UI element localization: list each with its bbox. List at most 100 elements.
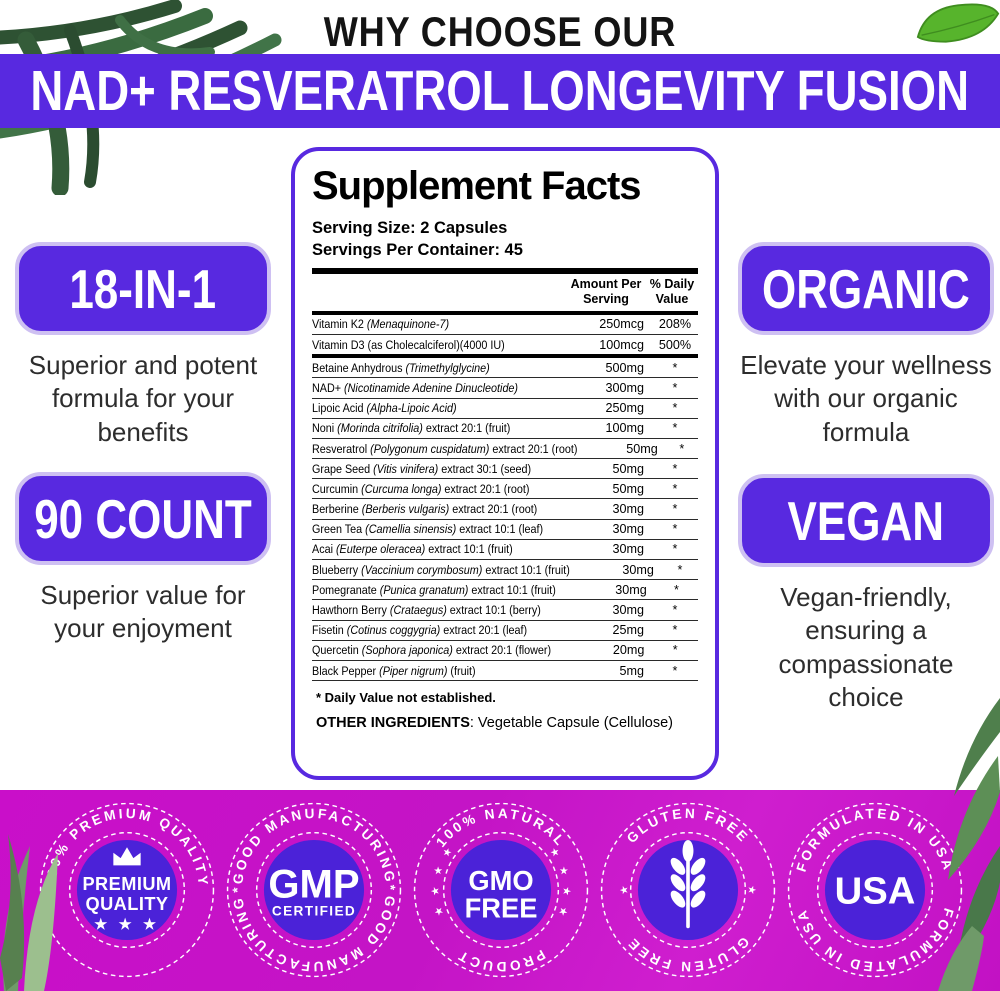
feature-18-in-1: 18-IN-1 Superior and potent formula for … (15, 242, 271, 449)
ingredient-daily-value: * (672, 461, 678, 476)
feature-vegan-description: Vegan-friendly, ensuring a compassionate… (778, 582, 954, 712)
certification-band: 100% PREMIUM QUALITY PREMIUM QUALITY ★ ★… (0, 790, 1000, 991)
svg-text:★: ★ (747, 885, 757, 895)
badge-organic-label: ORGANIC (762, 257, 970, 320)
ingredient-amount: 100mcg (599, 337, 644, 352)
badge-90-count: 90 COUNT (15, 472, 271, 565)
ingredient-name: Vitamin K2 (Menaquinone-7) (312, 317, 450, 332)
gluten-free-seal: GLUTEN FREE GLUTEN FREE ★ ★ (600, 802, 776, 978)
ingredient-daily-value: * (673, 582, 679, 597)
gmo-free-seal: 100% NATURAL PRODUCT ★ ★ ★ ★ ★ ★ ★ ★ GMO… (413, 802, 589, 978)
feature-vegan: VEGAN Vegan-friendly, ensuring a compass… (738, 474, 994, 714)
premium-quality-seal: 100% PREMIUM QUALITY PREMIUM QUALITY ★ ★… (39, 802, 215, 978)
ingredient-name: Curcumin (Curcuma longa) extract 20:1 (r… (312, 481, 530, 496)
stars-icon: ★ ★ ★ (94, 917, 159, 933)
table-row: Vitamin D3 (as Cholecalciferol)(4000 IU)… (312, 335, 698, 359)
ingredient-name: Quercetin (Sophora japonica) extract 20:… (312, 643, 552, 658)
svg-text:★: ★ (432, 905, 445, 918)
svg-text:★: ★ (432, 865, 444, 877)
formulated-usa-seal: FORMULATED IN USA FORMULATED IN USA USA (787, 802, 963, 978)
table-row: Resveratrol (Polygonum cuspidatum) extra… (312, 439, 698, 460)
feature-90-count-description: Superior value for your enjoyment (40, 580, 246, 644)
facts-table-header: Amount Per Serving % Daily Value (312, 267, 698, 315)
daily-value-footnote: * Daily Value not established. (316, 690, 496, 706)
table-row: NAD+ (Nicotinamide Adenine Dinucleotide)… (312, 378, 698, 399)
ingredient-daily-value: * (672, 623, 678, 638)
servings-per-container: Servings Per Container: 45 (312, 241, 523, 260)
other-ingredients: OTHER INGREDIENTS: Vegetable Capsule (Ce… (312, 715, 698, 731)
seal-sub-text: CERTIFIED (272, 903, 356, 918)
side-stars-icon: ★ ★ (619, 885, 757, 895)
table-row: Curcumin (Curcuma longa) extract 20:1 (r… (312, 479, 698, 500)
ingredient-amount: 30mg (622, 562, 654, 577)
svg-text:★: ★ (619, 885, 629, 895)
table-row: Betaine Anhydrous (Trimethylglycine) 500… (312, 358, 698, 379)
table-row: Fisetin (Cotinus coggygria) extract 20:1… (312, 621, 698, 641)
ingredient-name: Hawthorn Berry (Crataegus) extract 10:1 … (312, 603, 541, 617)
product-banner: NAD+ RESVERATROL LONGEVITY FUSION (0, 54, 1000, 128)
ingredient-name: Acai (Euterpe oleracea) extract 10:1 (fr… (312, 542, 513, 557)
table-row: Quercetin (Sophora japonica) extract 20:… (312, 641, 698, 661)
gmp-certified-seal: *GOOD MANUFACTURING* GOOD MANUFACTURING … (226, 802, 402, 978)
table-row: Green Tea (Camellia sinensis) extract 10… (312, 520, 698, 540)
ingredient-name: Vitamin D3 (as Cholecalciferol)(4000 IU) (312, 337, 505, 352)
table-row: Vitamin K2 (Menaquinone-7) 250mcg 208% (312, 315, 698, 335)
ingredient-daily-value: * (672, 643, 678, 658)
ingredient-name: Grape Seed (Vitis vinifera) extract 30:1… (312, 461, 532, 476)
eyebrow-text: WHY CHOOSE OUR (323, 8, 677, 55)
feature-organic: ORGANIC Elevate your wellness with our o… (738, 242, 994, 449)
ingredient-daily-value: * (672, 663, 678, 678)
svg-text:★: ★ (558, 864, 570, 876)
seal-line2: FREE (465, 892, 538, 923)
seal-line1: GMO (468, 865, 533, 896)
table-row: Acai (Euterpe oleracea) extract 10:1 (fr… (312, 540, 698, 561)
supplement-facts-panel: Supplement Facts Serving Size: 2 Capsule… (291, 147, 719, 780)
other-ingredients-label: OTHER INGREDIENTS (316, 715, 470, 732)
table-row: Blueberry (Vaccinium corymbosum) extract… (312, 560, 698, 581)
ingredient-name: Lipoic Acid (Alpha-Lipoic Acid) (312, 401, 457, 416)
feature-18-in-1-description: Superior and potent formula for your ben… (28, 350, 258, 447)
ingredient-amount: 30mg (612, 522, 644, 537)
other-ingredients-value: : Vegetable Capsule (Cellulose) (469, 715, 673, 732)
ingredient-amount: 500mg (605, 360, 644, 375)
badge-vegan-label: VEGAN (787, 489, 945, 552)
ingredient-amount: 20mg (612, 643, 645, 658)
table-row: Berberine (Berberis vulgaris) extract 20… (312, 499, 698, 520)
badge-vegan: VEGAN (738, 474, 994, 567)
table-row: Hawthorn Berry (Crataegus) extract 10:1 … (312, 600, 698, 621)
ingredient-amount: 30mg (612, 542, 644, 557)
ingredient-name: Green Tea (Camellia sinensis) extract 10… (312, 522, 544, 537)
ingredient-name: Black Pepper (Piper nigrum) (fruit) (312, 663, 476, 678)
feature-organic-description: Elevate your wellness with our organic f… (740, 350, 992, 447)
badge-organic: ORGANIC (738, 242, 994, 335)
ingredient-amount: 50mg (626, 441, 658, 456)
badge-90-count-label: 90 COUNT (34, 487, 252, 550)
ingredient-amount: 30mg (612, 603, 644, 617)
ingredient-amount: 50mg (612, 461, 644, 476)
serving-size: Serving Size: 2 Capsules (312, 219, 508, 237)
ingredient-amount: 5mg (619, 663, 645, 678)
ingredient-amount: 250mg (605, 401, 644, 416)
ingredient-name: Betaine Anhydrous (Trimethylglycine) (312, 360, 490, 375)
table-row: Pomegranate (Punica granatum) extract 10… (312, 580, 698, 601)
svg-text:★: ★ (562, 886, 572, 896)
wheat-icon (670, 839, 706, 929)
ingredient-amount: 30mg (612, 502, 644, 517)
ingredient-daily-value: * (672, 542, 678, 557)
ingredient-amount: 300mg (605, 380, 644, 395)
table-row: Black Pepper (Piper nigrum) (fruit) 5mg … (312, 661, 698, 682)
side-stars-icon: ★ ★ ★ ★ ★ ★ ★ ★ (430, 845, 572, 918)
crown-icon (113, 847, 141, 866)
ingredient-amount: 100mg (605, 421, 644, 436)
ingredient-daily-value: 500% (658, 337, 692, 352)
ingredient-daily-value: * (672, 401, 678, 416)
ingredient-name: Fisetin (Cotinus coggygria) extract 20:1… (312, 623, 528, 638)
seal-big-text: USA (835, 870, 916, 913)
feature-90-count: 90 COUNT Superior value for your enjoyme… (15, 472, 271, 646)
ingredient-name: Noni (Morinda citrifolia) extract 20:1 (… (312, 421, 511, 436)
column-header-daily-value: % Daily Value (649, 276, 695, 307)
ingredient-name: Berberine (Berberis vulgaris) extract 20… (312, 502, 538, 517)
ingredient-name: Pomegranate (Punica granatum) extract 10… (312, 582, 556, 597)
ingredient-amount: 50mg (612, 481, 644, 496)
